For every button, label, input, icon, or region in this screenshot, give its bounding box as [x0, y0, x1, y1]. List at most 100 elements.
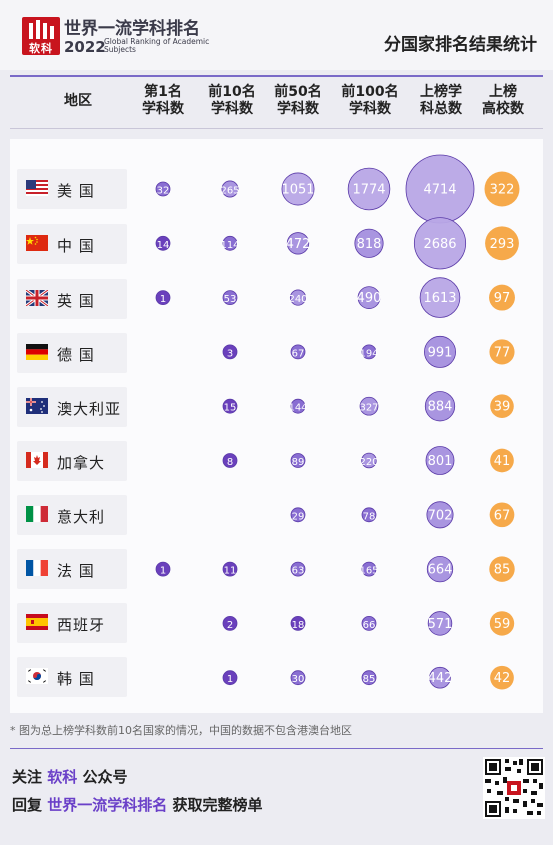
- bubble-total: [427, 611, 453, 636]
- data-label-universities: 322: [490, 183, 515, 198]
- data-label-top10: 1: [227, 674, 233, 685]
- brand-name-link[interactable]: 软科: [47, 768, 78, 786]
- qr-code-icon[interactable]: [483, 757, 545, 819]
- bubble-top50: [290, 561, 306, 577]
- data-label-top50: 29: [292, 511, 305, 522]
- data-label-universities: 39: [494, 400, 511, 415]
- country-name: 澳大利亚: [57, 400, 122, 418]
- data-label-top10: 114: [220, 240, 239, 251]
- bubble-universities: [490, 665, 514, 690]
- bubble-universities: [484, 171, 520, 207]
- data-label-total: 991: [428, 345, 453, 360]
- logo-title: 世界一流学科排名: [64, 19, 200, 39]
- bubble-universities: [489, 339, 515, 365]
- data-label-total: 664: [428, 563, 453, 578]
- row-label-de: 德 国: [17, 333, 127, 373]
- bubble-top50: [290, 453, 306, 468]
- country-name: 法 国: [57, 562, 95, 580]
- row-label-uk: 英 国: [17, 279, 127, 319]
- column-header-top10: 前10名 学科数: [208, 84, 256, 117]
- logo-icon: 软科: [22, 17, 60, 55]
- data-label-top100: 327: [359, 403, 378, 414]
- footer-divider: [10, 748, 543, 749]
- data-label-top100: 818: [357, 237, 382, 252]
- row-label-es: 西班牙: [17, 603, 127, 643]
- column-header-first: 第1名 学科数: [142, 84, 184, 117]
- data-label-total: 1613: [423, 291, 456, 306]
- bubble-top100: [361, 561, 377, 577]
- data-label-total: 702: [428, 508, 453, 523]
- data-label-total: 2686: [423, 237, 456, 252]
- table-header-divider: [10, 128, 543, 129]
- data-label-top100: 220: [359, 457, 378, 468]
- data-label-universities: 67: [494, 508, 511, 523]
- data-label-top10: 11: [224, 566, 237, 577]
- column-header-total: 上榜学 科总数: [420, 84, 462, 117]
- data-label-top50: 144: [288, 403, 307, 414]
- data-label-top100: 490: [357, 291, 382, 306]
- bubble-total: [424, 335, 456, 368]
- keyword-highlight: 世界一流学科排名: [47, 796, 168, 814]
- data-label-top10: 15: [224, 403, 237, 414]
- column-header-top100: 前100名 学科数: [341, 84, 399, 117]
- bubble-top10: [222, 398, 238, 414]
- bubble-top100: [347, 167, 391, 211]
- country-name: 中 国: [57, 237, 95, 255]
- bubble-top10: [222, 453, 238, 468]
- data-label-first-place: 1: [160, 294, 166, 305]
- bubble-top50: [290, 507, 306, 523]
- country-name: 意大利: [57, 508, 106, 526]
- country-name: 德 国: [57, 346, 95, 364]
- bubble-universities: [489, 556, 515, 582]
- uk-flag-icon: [26, 290, 48, 306]
- column-header-region: 地区: [64, 93, 92, 109]
- bubble-top10: [222, 235, 238, 251]
- footnote: * 图为总上榜学科数前10名国家的情况，中国的数据不包含港澳台地区: [10, 724, 352, 737]
- bubble-top100: [361, 616, 377, 631]
- country-name: 加拿大: [57, 454, 106, 472]
- ca-flag-icon: [26, 452, 48, 468]
- logo-year: 2022: [64, 38, 106, 56]
- data-label-top10: 8: [227, 457, 233, 468]
- data-label-total: 442: [428, 671, 453, 686]
- bubble-top50: [289, 289, 307, 306]
- data-label-top100: 66: [363, 620, 376, 631]
- bubble-top50: [290, 398, 306, 414]
- page-title: 分国家排名结果统计: [384, 35, 537, 55]
- bubble-universities: [485, 226, 519, 261]
- bubble-total: [426, 555, 454, 583]
- bubble-top10: [222, 290, 238, 306]
- data-label-top10: 3: [227, 348, 233, 359]
- bubble-total: [425, 446, 455, 475]
- column-header-universities: 上榜 高校数: [482, 84, 524, 117]
- bubble-universities: [489, 284, 515, 311]
- data-label-top50: 472: [286, 237, 311, 252]
- bubble-total: [413, 217, 467, 270]
- bubble-total: [424, 391, 456, 422]
- data-label-top50: 240: [288, 294, 307, 305]
- data-label-top10: 265: [220, 186, 239, 197]
- data-label-top100: 1774: [352, 183, 385, 198]
- row-label-fr: 法 国: [17, 549, 127, 589]
- au-flag-icon: [26, 398, 48, 414]
- bubble-total: [426, 501, 454, 529]
- es-flag-icon: [26, 614, 48, 630]
- logo-mark: 软科: [29, 42, 53, 55]
- row-label-au: 澳大利亚: [17, 387, 127, 427]
- bubble-top50: [281, 172, 315, 206]
- country-name: 西班牙: [57, 616, 106, 634]
- row-label-ca: 加拿大: [17, 441, 127, 481]
- bubble-total: [419, 277, 461, 318]
- bubble-first-place: [155, 290, 171, 306]
- bubble-top10: [222, 670, 238, 686]
- data-label-top10: 53: [224, 294, 237, 305]
- data-label-top100: 85: [363, 674, 376, 685]
- column-header-top50: 前50名 学科数: [274, 84, 322, 117]
- data-label-total: 801: [428, 454, 453, 469]
- data-label-top50: 30: [292, 674, 305, 685]
- data-label-universities: 293: [490, 237, 515, 252]
- data-label-top50: 1051: [281, 183, 314, 198]
- data-label-top50: 89: [292, 457, 305, 468]
- it-flag-icon: [26, 506, 48, 522]
